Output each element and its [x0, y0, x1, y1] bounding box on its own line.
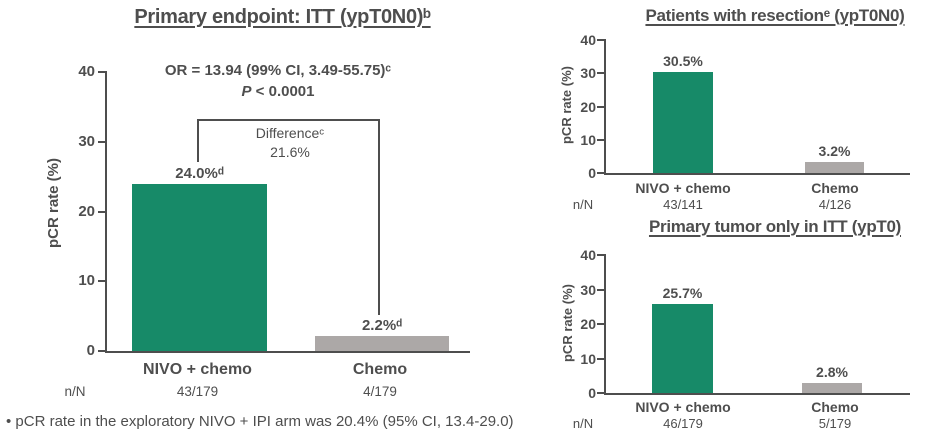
- odds-ratio-text: OR = 13.94 (99% CI, 3.49-55.75)ᶜ: [164, 62, 392, 79]
- y-tick: [98, 280, 107, 283]
- bar-nivo-chemo: [653, 71, 713, 173]
- bar-nivo-chemo: [132, 183, 267, 351]
- difference-bracket-left-leg: [197, 119, 199, 162]
- y-tick: [597, 172, 606, 174]
- y-tick-label: 10: [580, 131, 596, 148]
- y-tick: [98, 140, 107, 143]
- x-category-nivo-chemo: NIVO + chemo: [635, 180, 731, 196]
- y-tick: [597, 357, 606, 360]
- bar-chemo: [315, 335, 449, 351]
- plot-area: 40 30 20 10 0 30.5% 3.2%: [580, 32, 910, 181]
- y-tick-label: 20: [78, 202, 95, 220]
- difference-annotation: Differenceᶜ 21.6%: [215, 124, 365, 162]
- y-tick-label: 10: [580, 350, 596, 367]
- y-tick-label: 0: [86, 342, 95, 359]
- y-tick-label: 40: [78, 63, 95, 80]
- y-tick: [597, 392, 606, 394]
- y-tick-label: 30: [580, 65, 596, 82]
- n-N-nivo-chemo: 43/179: [176, 384, 219, 399]
- y-tick-label: 10: [78, 272, 95, 290]
- y-tick: [597, 39, 606, 41]
- y-tick-label: 20: [580, 98, 596, 115]
- bar-value-label: 24.0%ᵈ: [175, 164, 224, 182]
- chart-title: Patients with resectionᵉ (ypT0N0): [645, 6, 905, 25]
- n-N-row-label: n/N: [64, 384, 86, 399]
- y-tick: [597, 288, 606, 291]
- bar-chemo: [802, 383, 862, 393]
- y-tick: [597, 323, 606, 325]
- n-N-row-label: n/N: [572, 197, 594, 212]
- footnote-nivo-ipi-pcr: • pCR rate in the exploratory NIVO + IPI…: [6, 413, 514, 430]
- y-tick-label: 40: [580, 32, 596, 48]
- x-category-nivo-chemo: NIVO + chemo: [635, 399, 731, 415]
- y-tick: [98, 210, 107, 213]
- bar-column-nivo-chemo: 24.0%ᵈ: [132, 72, 267, 351]
- bar-column-nivo-chemo: 30.5%: [653, 40, 713, 173]
- bar-nivo-chemo: [652, 304, 713, 393]
- y-tick-label: 30: [78, 132, 95, 150]
- y-tick: [597, 105, 606, 108]
- y-tick-label: 40: [580, 247, 596, 263]
- x-category-chemo: Chemo: [352, 361, 408, 378]
- y-tick-label: 30: [580, 281, 596, 298]
- p-value-text: P < 0.0001: [241, 83, 315, 100]
- difference-label: Differenceᶜ: [255, 125, 325, 141]
- bar-column-nivo-chemo: 25.7%: [652, 255, 713, 393]
- n-N-chemo: 4/179: [363, 384, 397, 399]
- y-tick: [597, 138, 606, 141]
- difference-value: 21.6%: [270, 144, 310, 160]
- n-N-chemo: 5/179: [818, 416, 852, 431]
- y-tick-label: 20: [580, 316, 596, 332]
- bar-column-chemo: 2.2%ᵈ: [315, 72, 449, 351]
- chart-title: Primary tumor only in ITT (ypT0): [648, 217, 902, 236]
- x-category-chemo: Chemo: [811, 180, 859, 196]
- bar-value-label: 3.2%: [818, 143, 851, 160]
- bar-column-chemo: 3.2%: [805, 40, 864, 173]
- bar-column-chemo: 2.8%: [802, 255, 862, 393]
- y-tick: [98, 350, 107, 352]
- n-N-chemo: 4/126: [818, 197, 852, 212]
- chart-title: Primary endpoint: ITT (ypT0N0)ᵇ: [134, 6, 431, 28]
- plot-area: 40 30 20 10 0 25.7% 2.8%: [580, 247, 910, 401]
- bar-chemo: [805, 162, 864, 173]
- bar-value-label: 30.5%: [663, 52, 703, 69]
- n-N-nivo-chemo: 43/141: [663, 197, 703, 212]
- difference-bracket-top: [197, 119, 380, 121]
- n-N-nivo-chemo: 46/179: [663, 416, 703, 431]
- y-tick: [98, 71, 107, 73]
- bar-value-label: 2.8%: [816, 364, 848, 381]
- x-category-nivo-chemo: NIVO + chemo: [143, 361, 252, 378]
- y-tick-label: 0: [588, 165, 596, 181]
- x-category-chemo: Chemo: [811, 399, 859, 415]
- y-tick-label: 0: [588, 385, 596, 401]
- bar-value-label: 25.7%: [662, 285, 703, 302]
- plot-area: 40 30 20 10 0 Differenceᶜ 21.6% 24.0%ᵈ 2…: [78, 63, 470, 359]
- y-tick: [597, 72, 606, 75]
- n-N-row-label: n/N: [572, 416, 594, 431]
- bar-value-label: 2.2%ᵈ: [361, 316, 403, 334]
- y-tick: [597, 254, 606, 256]
- difference-bracket-right-leg: [378, 119, 380, 315]
